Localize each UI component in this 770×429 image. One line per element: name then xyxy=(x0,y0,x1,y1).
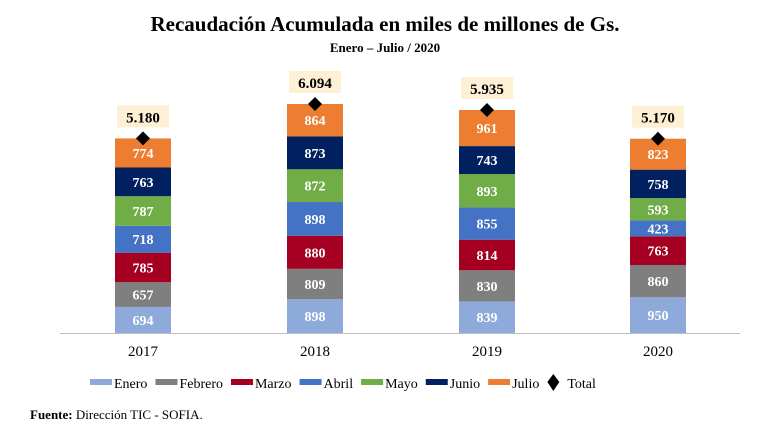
legend-label-enero: Enero xyxy=(114,377,147,392)
source-text: Dirección TIC - SOFIA. xyxy=(72,407,203,422)
data-label: 763 xyxy=(133,176,154,191)
data-label: 823 xyxy=(648,148,669,163)
bar-segment-enero-2019 xyxy=(459,301,515,333)
x-tick-label: 2020 xyxy=(643,344,673,360)
chart-subtitle: Enero – Julio / 2020 xyxy=(329,40,441,55)
legend-swatch-junio xyxy=(425,379,448,385)
data-label: 694 xyxy=(133,314,154,329)
bar-segment-enero-2017 xyxy=(115,306,171,333)
bar-segment-mayo-2017 xyxy=(115,196,171,226)
bar-segment-junio-2017 xyxy=(115,167,171,197)
data-label: 873 xyxy=(305,147,326,162)
x-tick-label: 2018 xyxy=(300,344,330,360)
bar-segment-junio-2019 xyxy=(459,146,515,175)
total-label-bg xyxy=(632,105,684,128)
bar-segment-mayo-2020 xyxy=(630,198,686,221)
chart-title: Recaudación Acumulada en miles de millon… xyxy=(150,12,620,36)
data-label: 763 xyxy=(648,245,669,260)
data-label: 809 xyxy=(305,278,326,293)
data-label: 814 xyxy=(477,249,498,264)
bar-segment-junio-2018 xyxy=(287,136,343,170)
data-label: 855 xyxy=(477,218,498,233)
bar-segment-marzo-2020 xyxy=(630,236,686,265)
total-marker-2018 xyxy=(308,97,322,111)
bar-segment-abril-2018 xyxy=(287,202,343,236)
bar-segment-junio-2020 xyxy=(630,169,686,199)
data-label: 864 xyxy=(305,114,326,129)
total-label-bg xyxy=(461,76,513,99)
total-label-bg xyxy=(289,71,341,93)
bar-segment-abril-2019 xyxy=(459,207,515,240)
legend-swatch-febrero xyxy=(155,379,178,385)
data-label: 743 xyxy=(477,154,498,169)
legend-label-febrero: Febrero xyxy=(179,377,223,392)
bar-segment-febrero-2017 xyxy=(115,282,171,307)
source-label: Fuente: xyxy=(30,407,73,422)
data-label: 880 xyxy=(305,246,326,261)
bar-segment-abril-2020 xyxy=(630,220,686,237)
bar-segment-febrero-2019 xyxy=(459,270,515,302)
legend-swatch-enero xyxy=(90,379,112,385)
data-label: 950 xyxy=(648,309,669,324)
data-label: 898 xyxy=(305,310,326,325)
x-tick-label: 2017 xyxy=(128,344,159,360)
data-label: 872 xyxy=(305,180,326,195)
legend-label-junio: Junio xyxy=(450,377,480,392)
source-note: Fuente: Dirección TIC - SOFIA. xyxy=(30,407,203,423)
total-marker-2020 xyxy=(651,131,665,146)
legend-marker-total xyxy=(547,374,560,391)
total-label: 5.170 xyxy=(641,111,675,127)
legend-label-mayo: Mayo xyxy=(385,377,418,392)
bar-segment-mayo-2018 xyxy=(287,169,343,203)
legend-swatch-mayo xyxy=(361,379,384,385)
bar-segment-febrero-2018 xyxy=(287,268,343,300)
total-label-bg xyxy=(117,105,169,128)
bar-segment-enero-2018 xyxy=(287,299,343,333)
bar-segment-marzo-2019 xyxy=(459,239,515,271)
legend-label-total: Total xyxy=(567,377,596,392)
bar-segment-marzo-2017 xyxy=(115,252,171,283)
bar-segment-febrero-2020 xyxy=(630,264,686,298)
data-label: 785 xyxy=(133,261,154,276)
data-label: 657 xyxy=(133,289,154,304)
data-label: 774 xyxy=(133,147,154,162)
legend-swatch-marzo xyxy=(230,379,253,385)
data-label: 787 xyxy=(133,205,154,220)
total-label: 5.180 xyxy=(126,110,160,126)
bar-segment-marzo-2018 xyxy=(287,235,343,269)
data-label: 961 xyxy=(477,122,498,137)
data-label: 718 xyxy=(133,233,154,248)
total-label: 5.935 xyxy=(470,82,504,98)
data-label: 830 xyxy=(477,280,498,295)
legend-label-marzo: Marzo xyxy=(255,377,292,392)
x-tick-label: 2019 xyxy=(472,344,502,360)
data-label: 423 xyxy=(648,222,669,237)
data-label: 839 xyxy=(477,311,498,326)
total-marker-2019 xyxy=(480,102,494,117)
bar-segment-abril-2017 xyxy=(115,225,171,253)
data-label: 593 xyxy=(648,203,669,218)
data-label: 758 xyxy=(648,178,669,193)
bar-segment-enero-2020 xyxy=(630,297,686,333)
legend-label-abril: Abril xyxy=(324,377,354,392)
total-marker-2017 xyxy=(136,131,150,146)
data-label: 893 xyxy=(477,185,498,200)
data-label: 898 xyxy=(305,213,326,228)
data-label: 860 xyxy=(648,275,669,290)
bar-segment-mayo-2019 xyxy=(459,174,515,208)
legend-swatch-abril xyxy=(299,379,322,385)
legend-swatch-julio xyxy=(488,379,511,385)
legend-label-julio: Julio xyxy=(512,377,539,392)
total-label: 6.094 xyxy=(298,76,332,92)
